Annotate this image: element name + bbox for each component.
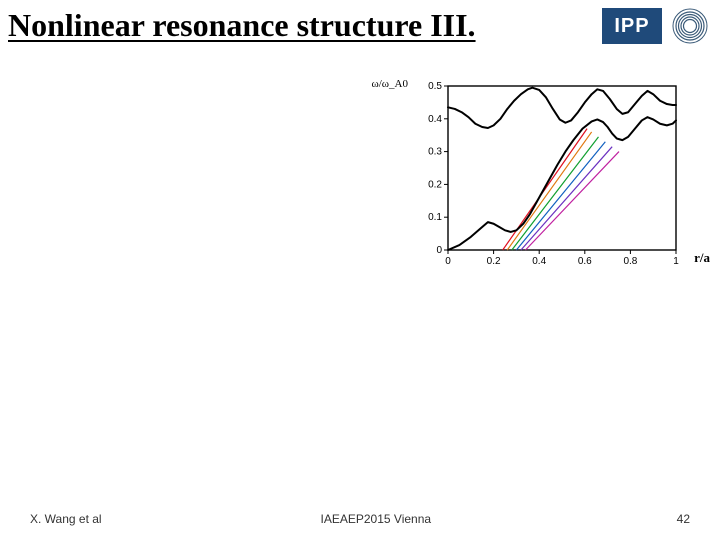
svg-text:0.5: 0.5	[428, 81, 442, 92]
logo-group: IPP	[602, 6, 710, 46]
resonance-chart: 0 0.2 0.4 0.6 0.8 1 0 0.1 0.2 0.3 0.4 0.5	[410, 80, 690, 270]
footer-page-number: 42	[650, 512, 690, 526]
svg-text:0: 0	[445, 256, 451, 267]
chart-ylabel: ω/ω_A0	[372, 78, 408, 90]
svg-text:0.6: 0.6	[578, 256, 592, 267]
svg-text:0: 0	[436, 245, 442, 256]
chart-xlabel: r/a	[694, 250, 710, 266]
svg-text:0.4: 0.4	[532, 256, 546, 267]
svg-text:0.3: 0.3	[428, 147, 442, 158]
footer-author: X. Wang et al	[30, 512, 102, 526]
slide-title: Nonlinear resonance structure III.	[8, 8, 476, 43]
slide-footer: X. Wang et al IAEAEP2015 Vienna 42	[0, 512, 720, 526]
svg-text:1: 1	[673, 256, 679, 267]
svg-text:0.8: 0.8	[623, 256, 637, 267]
svg-text:0.4: 0.4	[428, 114, 442, 125]
svg-text:0.2: 0.2	[428, 179, 442, 190]
chart-svg: 0 0.2 0.4 0.6 0.8 1 0 0.1 0.2 0.3 0.4 0.5	[410, 80, 690, 270]
svg-text:0.1: 0.1	[428, 212, 442, 223]
footer-venue: IAEAEP2015 Vienna	[102, 512, 650, 526]
ipp-logo: IPP	[602, 8, 662, 44]
svg-text:0.2: 0.2	[487, 256, 501, 267]
ring-logo-icon	[670, 6, 710, 46]
